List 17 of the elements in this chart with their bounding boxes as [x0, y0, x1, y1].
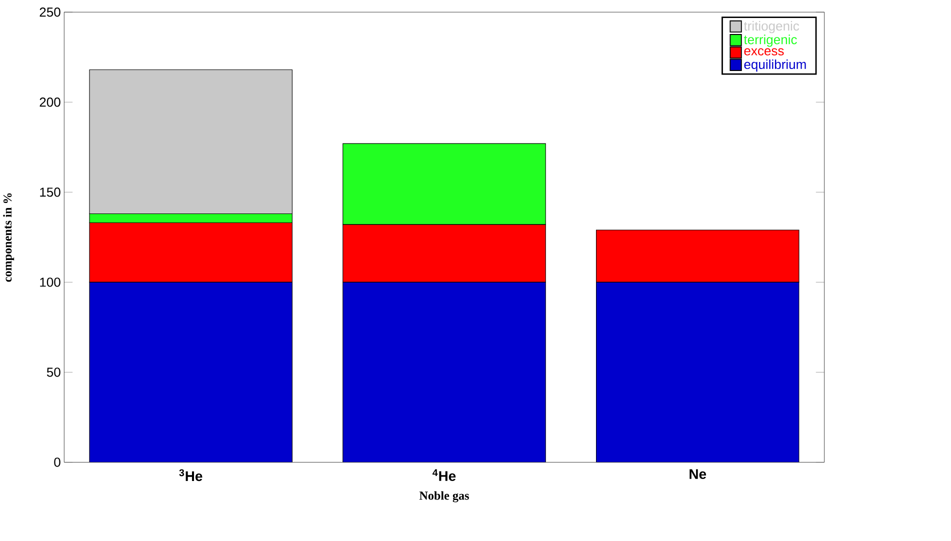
legend-label: terrigenic	[744, 34, 797, 47]
bar	[89, 282, 292, 462]
x-tick-label: Ne	[690, 469, 706, 480]
y-tick-label: 150	[40, 188, 60, 197]
bar	[342, 282, 546, 462]
y-tick-label: 100	[40, 278, 60, 287]
legend-label: equilibrium	[744, 60, 806, 72]
legend-label: excess	[744, 48, 784, 56]
y-axis-title: components in %	[3, 193, 14, 282]
y-tick-label: 200	[40, 98, 60, 107]
y-tick-label: 50	[46, 368, 60, 377]
y-tick-label: 250	[40, 8, 60, 17]
x-tick-label: $^{3}$He	[179, 469, 202, 482]
x-axis-title: Noble gas	[419, 491, 469, 502]
x-tick-label: $^{4}$He	[432, 469, 456, 482]
y-tick-label: 0	[54, 458, 60, 468]
bar	[596, 282, 800, 462]
